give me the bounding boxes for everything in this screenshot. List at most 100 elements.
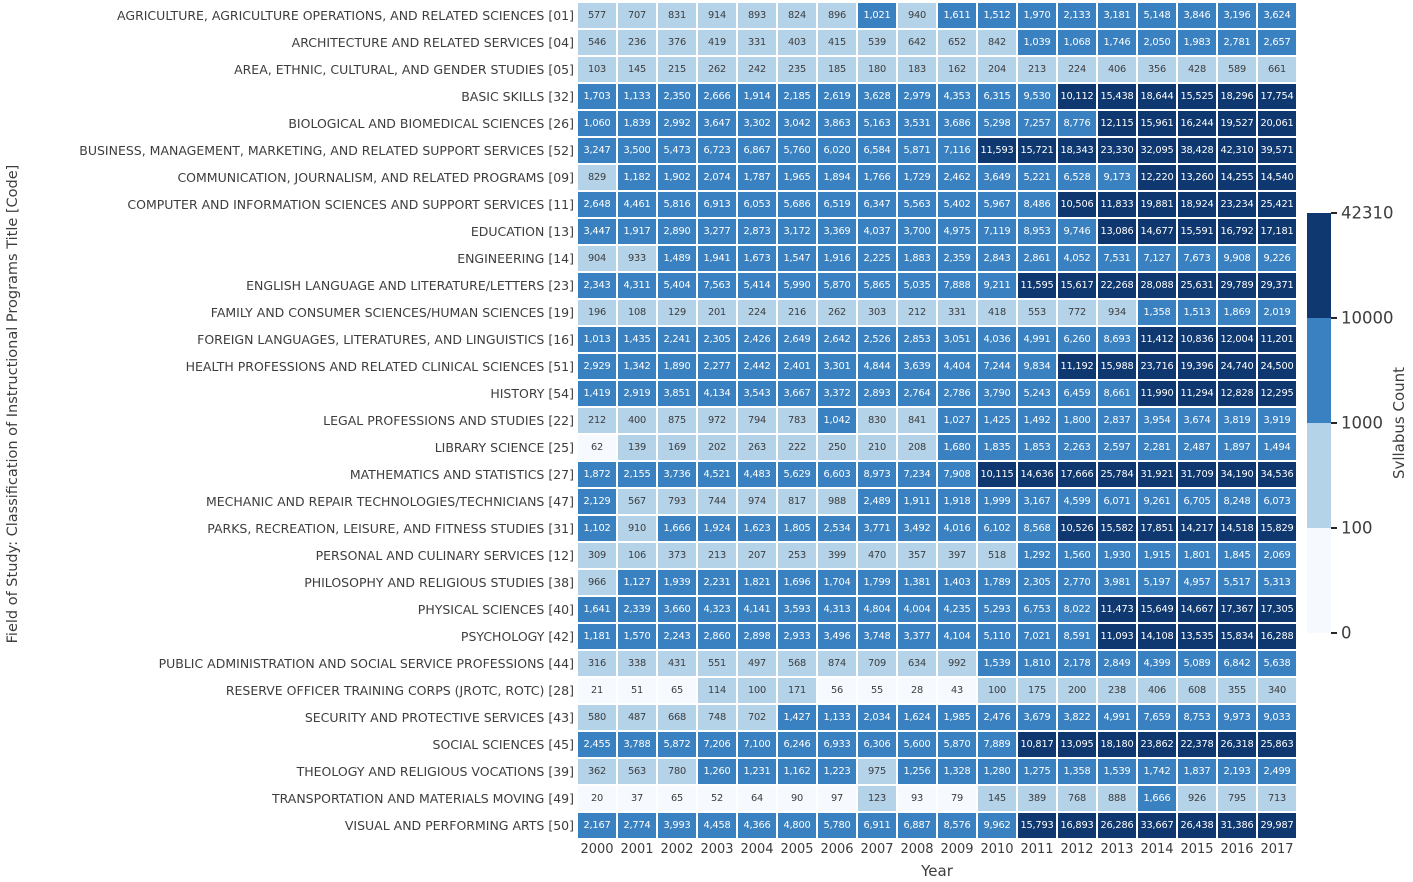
heatmap-cell: 709 xyxy=(858,651,896,676)
heatmap-cell: 6,260 xyxy=(1058,327,1096,352)
heatmap-cell: 3,447 xyxy=(578,219,616,244)
heatmap-cell: 5,221 xyxy=(1018,165,1056,190)
heatmap-cell: 6,315 xyxy=(978,84,1016,109)
heatmap-cell: 2,339 xyxy=(618,597,656,622)
heatmap-cell: 6,584 xyxy=(858,138,896,163)
heatmap-cell: 224 xyxy=(1058,57,1096,82)
heatmap-cell: 15,582 xyxy=(1098,516,1136,541)
heatmap-cell: 22,268 xyxy=(1098,273,1136,298)
heatmap-cell: 145 xyxy=(618,57,656,82)
heatmap-cell: 1,013 xyxy=(578,327,616,352)
heatmap-cell: 4,991 xyxy=(1018,327,1056,352)
heatmap-cell: 2,781 xyxy=(1218,30,1256,55)
heatmap-cell: 2,642 xyxy=(818,327,856,352)
heatmap-cell: 875 xyxy=(658,408,696,433)
heatmap-cell: 2,597 xyxy=(1098,435,1136,460)
heatmap-cell: 817 xyxy=(778,489,816,514)
heatmap-cell: 64 xyxy=(738,786,776,811)
heatmap-cell: 355 xyxy=(1218,678,1256,703)
heatmap-cell: 2,129 xyxy=(578,489,616,514)
heatmap-cell: 201 xyxy=(698,300,736,325)
heatmap-cell: 39,571 xyxy=(1258,138,1296,163)
heatmap-cell: 5,298 xyxy=(978,111,1016,136)
x-tick-label: 2014 xyxy=(1140,842,1174,857)
heatmap-cell: 2,890 xyxy=(658,219,696,244)
heatmap-cell: 100 xyxy=(738,678,776,703)
heatmap-cell: 4,804 xyxy=(858,597,896,622)
row-label: FAMILY AND CONSUMER SCIENCES/HUMAN SCIEN… xyxy=(210,305,574,320)
heatmap-cell: 15,834 xyxy=(1218,624,1256,649)
heatmap-cell: 707 xyxy=(618,3,656,28)
row-label: EDUCATION [13] xyxy=(470,224,574,239)
heatmap-cell: 403 xyxy=(778,30,816,55)
heatmap-cell: 15,617 xyxy=(1058,273,1096,298)
heatmap-cell: 5,967 xyxy=(978,192,1016,217)
heatmap-cell: 4,483 xyxy=(738,462,776,487)
heatmap-cell: 31,921 xyxy=(1138,462,1176,487)
heatmap-cell: 1,182 xyxy=(618,165,656,190)
heatmap-cell: 5,148 xyxy=(1138,3,1176,28)
heatmap-cell: 8,753 xyxy=(1178,705,1216,730)
heatmap-cell: 3,492 xyxy=(898,516,936,541)
heatmap-cell: 2,837 xyxy=(1098,408,1136,433)
heatmap-cell: 2,849 xyxy=(1098,651,1136,676)
heatmap-cell: 1,924 xyxy=(698,516,736,541)
row-label: MECHANIC AND REPAIR TECHNOLOGIES/TECHNIC… xyxy=(205,494,574,509)
heatmap-cell: 2,898 xyxy=(738,624,776,649)
heatmap-cell: 12,220 xyxy=(1138,165,1176,190)
row-label: BASIC SKILLS [32] xyxy=(461,89,574,104)
row-label: AREA, ETHNIC, CULTURAL, AND GENDER STUDI… xyxy=(234,62,574,77)
heatmap-cell: 2,764 xyxy=(898,381,936,406)
heatmap-cell: 3,181 xyxy=(1098,3,1136,28)
heatmap-cell: 13,535 xyxy=(1178,624,1216,649)
heatmap-cell: 5,870 xyxy=(938,732,976,757)
heatmap-cell: 5,871 xyxy=(898,138,936,163)
heatmap-cell: 103 xyxy=(578,57,616,82)
heatmap-cell: 1,381 xyxy=(898,570,936,595)
heatmap-cell: 18,296 xyxy=(1218,84,1256,109)
heatmap-cell: 3,674 xyxy=(1178,408,1216,433)
heatmap-cell: 7,127 xyxy=(1138,246,1176,271)
heatmap-cell: 13,260 xyxy=(1178,165,1216,190)
heatmap-cell: 3,736 xyxy=(658,462,696,487)
heatmap-cell: 8,661 xyxy=(1098,381,1136,406)
heatmap-cell: 4,004 xyxy=(898,597,936,622)
heatmap-cell: 3,660 xyxy=(658,597,696,622)
heatmap-cell: 5,035 xyxy=(898,273,936,298)
heatmap-cell: 589 xyxy=(1218,57,1256,82)
row-label: PHYSICAL SCIENCES [40] xyxy=(417,602,574,617)
heatmap-cell: 1,133 xyxy=(818,705,856,730)
heatmap-cell: 1,673 xyxy=(738,246,776,271)
heatmap-cell: 3,372 xyxy=(818,381,856,406)
heatmap-cell: 6,347 xyxy=(858,192,896,217)
heatmap-cell: 7,234 xyxy=(898,462,936,487)
heatmap-cell: 3,042 xyxy=(778,111,816,136)
heatmap-cell: 3,700 xyxy=(898,219,936,244)
heatmap-cell: 5,402 xyxy=(938,192,976,217)
row-label: SECURITY AND PROTECTIVE SERVICES [43] xyxy=(304,710,574,725)
heatmap-cell: 1,560 xyxy=(1058,543,1096,568)
heatmap-cell: 12,004 xyxy=(1218,327,1256,352)
heatmap-cell: 1,328 xyxy=(938,759,976,784)
heatmap-cell: 108 xyxy=(618,300,656,325)
heatmap-cell: 841 xyxy=(898,408,936,433)
heatmap-cell: 1,427 xyxy=(778,705,816,730)
heatmap-cell: 224 xyxy=(738,300,776,325)
heatmap-cell: 406 xyxy=(1098,57,1136,82)
heatmap-cell: 1,570 xyxy=(618,624,656,649)
heatmap-cell: 563 xyxy=(618,759,656,784)
heatmap-cell: 1,703 xyxy=(578,84,616,109)
heatmap-cell: 38,428 xyxy=(1178,138,1216,163)
heatmap-cell: 14,217 xyxy=(1178,516,1216,541)
heatmap-cell: 1,358 xyxy=(1138,300,1176,325)
heatmap-cell: 940 xyxy=(898,3,936,28)
heatmap-cell: 2,034 xyxy=(858,705,896,730)
heatmap-cell: 357 xyxy=(898,543,936,568)
heatmap-cell: 9,211 xyxy=(978,273,1016,298)
heatmap-cell: 3,277 xyxy=(698,219,736,244)
heatmap-cell: 2,281 xyxy=(1138,435,1176,460)
heatmap-cell: 780 xyxy=(658,759,696,784)
heatmap-cell: 2,426 xyxy=(738,327,776,352)
heatmap-cell: 1,766 xyxy=(858,165,896,190)
heatmap-cell: 43 xyxy=(938,678,976,703)
